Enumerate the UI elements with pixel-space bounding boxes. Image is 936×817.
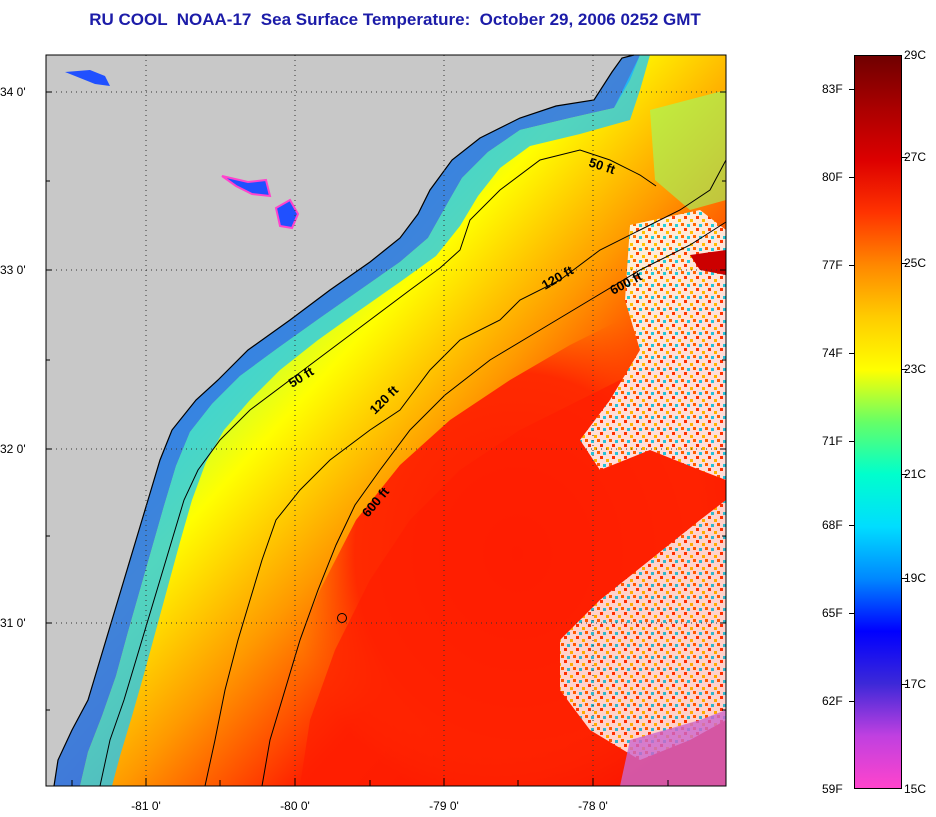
map-title: RU COOL NOAA-17 Sea Surface Temperature:…	[89, 10, 701, 29]
contour-120ft	[204, 159, 727, 787]
fahrenheit-label-65: 65F	[822, 606, 843, 620]
fahrenheit-label-74: 74F	[822, 346, 843, 360]
lat-tick-32: 32 0'	[0, 442, 26, 456]
sst-map: 50 ft 120 ft 600 ft 50 ft 120 ft 600 ft …	[0, 54, 727, 813]
inland-lakes	[65, 70, 300, 230]
axis-ticks	[46, 91, 726, 786]
fahrenheit-label-62: 62F	[822, 694, 843, 708]
celsius-label-21: 21C	[904, 467, 927, 481]
colorbar-gradient	[854, 55, 902, 789]
lat-tick-34: 34 0'	[0, 85, 26, 99]
celsius-label-19: 19C	[904, 571, 927, 585]
celsius-label-15: 15C	[904, 782, 927, 796]
lat-tick-33: 33 0'	[0, 263, 26, 277]
contour-50ft	[99, 149, 657, 787]
fahrenheit-label-80: 80F	[822, 170, 843, 184]
lon-tick-80: -80 0'	[280, 799, 310, 813]
fahrenheit-label-77: 77F	[822, 258, 843, 272]
lat-tick-31: 31 0'	[0, 616, 26, 630]
lon-tick-78: -78 0'	[578, 799, 608, 813]
coastline	[53, 54, 635, 787]
fahrenheit-label-68: 68F	[822, 518, 843, 532]
celsius-label-25: 25C	[904, 256, 927, 270]
lon-tick-81: -81 0'	[131, 799, 161, 813]
sea-surface	[54, 55, 726, 786]
fahrenheit-label-71: 71F	[822, 434, 843, 448]
depth-contours	[99, 149, 727, 787]
temperature-colorbar: 83F 80F 77F 74F 71F 68F 65F 62F 59F 29C …	[800, 0, 936, 817]
fahrenheit-label-59: 59F	[822, 782, 843, 796]
contour-600ft	[261, 221, 727, 787]
lon-tick-79: -79 0'	[429, 799, 459, 813]
celsius-label-23: 23C	[904, 362, 927, 376]
graticule	[46, 55, 726, 786]
celsius-label-27: 27C	[904, 150, 927, 164]
celsius-label-17: 17C	[904, 677, 927, 691]
celsius-label-29: 29C	[904, 48, 927, 62]
fahrenheit-label-83: 83F	[822, 82, 843, 96]
